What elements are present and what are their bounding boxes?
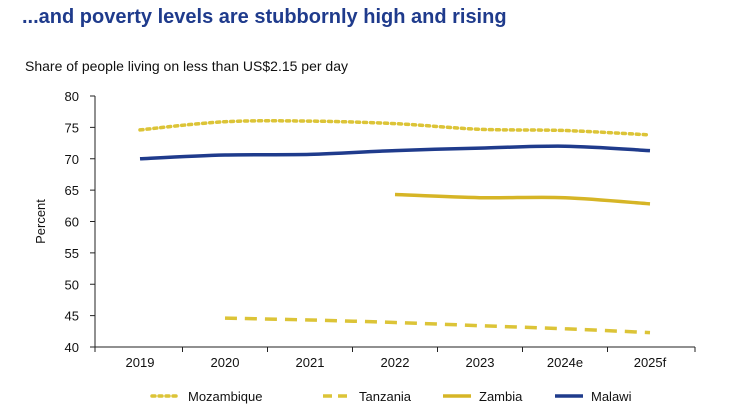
x-axis: 2019 2020 2021 2022 2023 2024e 2025f	[94, 346, 696, 370]
series-line-tanzania	[224, 316, 651, 335]
series-line-malawi	[139, 144, 651, 161]
legend-label-mozambique: Mozambique	[188, 389, 262, 404]
chart-title: ...and poverty levels are stubbornly hig…	[22, 6, 507, 28]
y-axis: 40 45 50 55 60 65 70 75 80	[65, 89, 96, 355]
y-tick-label: 40	[65, 340, 79, 355]
y-tick-label: 45	[65, 309, 79, 324]
chart-subtitle: Share of people living on less than US$2…	[25, 58, 348, 74]
y-tick-label: 55	[65, 246, 79, 261]
x-tick-label: 2022	[381, 355, 410, 370]
y-tick-label: 65	[65, 183, 79, 198]
series-line-zambia	[394, 192, 651, 206]
y-axis-label: Percent	[33, 199, 48, 244]
x-tick-label: 2020	[211, 355, 240, 370]
legend: Mozambique Tanzania Zambia Malawi	[150, 389, 632, 404]
y-tick-label: 70	[65, 152, 79, 167]
y-tick-label: 75	[65, 120, 79, 135]
legend-label-zambia: Zambia	[479, 389, 523, 404]
x-tick-label: 2024e	[547, 355, 583, 370]
series-line-mozambique	[138, 119, 652, 137]
x-tick-label: 2019	[126, 355, 155, 370]
legend-label-malawi: Malawi	[591, 389, 632, 404]
x-tick-label: 2025f	[634, 355, 667, 370]
y-tick-label: 60	[65, 215, 79, 230]
x-tick-label: 2023	[466, 355, 495, 370]
x-tick-label: 2021	[296, 355, 325, 370]
series-layer	[138, 119, 652, 335]
y-tick-label: 50	[65, 277, 79, 292]
y-tick-label: 80	[65, 89, 79, 104]
legend-label-tanzania: Tanzania	[359, 389, 412, 404]
